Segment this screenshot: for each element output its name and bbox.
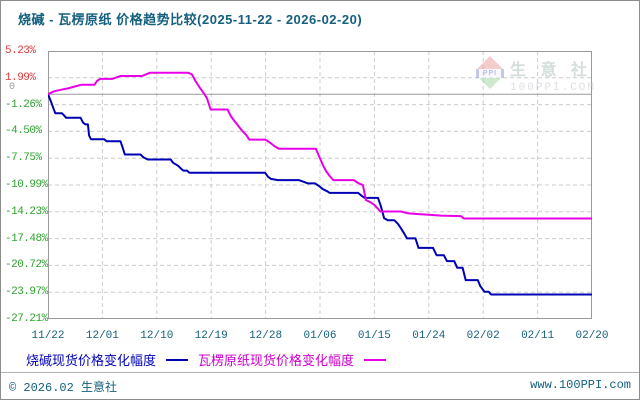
- y-axis-tick-label: -1.26%: [5, 98, 42, 111]
- chart-title: 烧碱 - 瓦楞原纸 价格趋势比较(2025-11-22 - 2026-02-20…: [18, 12, 363, 27]
- y-axis-tick-label: 5.23%: [5, 45, 36, 57]
- y-axis-tick-label: -10.99%: [5, 179, 48, 191]
- x-axis-tick-label: 12/28: [249, 330, 283, 342]
- legend-label-corrugated-paper: 瓦楞原纸现货价格变化幅度: [198, 353, 355, 368]
- series-line-corrugated-paper: [48, 71, 592, 220]
- y-axis-tick-label: -23.97%: [5, 286, 48, 299]
- y-axis-tick-label: -4.50%: [5, 125, 42, 138]
- x-axis-tick-label: 01/06: [303, 330, 337, 342]
- legend-line-sample: [364, 358, 387, 361]
- series-line-caustic-soda: [48, 93, 592, 296]
- y-axis-tick-label: -7.75%: [5, 152, 42, 165]
- x-axis-tick-label: 01/15: [357, 330, 391, 342]
- footer-bar: © 2026.02 生意社 www.100PPI.com: [1, 372, 639, 399]
- x-axis-tick-label: 01/24: [412, 330, 446, 342]
- y-axis-tick-label: 1.99%: [5, 71, 36, 84]
- x-axis-tick-label: 12/10: [140, 330, 174, 342]
- x-axis-tick-label: 02/02: [466, 330, 500, 342]
- legend: 烧碱现货价格变化幅度 瓦楞原纸现货价格变化幅度: [26, 350, 387, 369]
- plot-area: PPI 生 意 社 100PPI.COM: [48, 51, 594, 319]
- legend-line-sample: [166, 358, 189, 361]
- x-axis-tick-label: 12/01: [85, 330, 119, 342]
- y-axis-tick-label: -14.23%: [5, 205, 48, 218]
- site-url-text: www.100PPI.com: [530, 378, 631, 392]
- plot-border: [48, 51, 592, 319]
- x-axis-tick-label: 11/22: [31, 330, 65, 342]
- y-axis-tick-label: -17.48%: [5, 232, 48, 245]
- y-axis-tick-label: -27.21%: [5, 313, 48, 325]
- x-axis-tick-label: 12/19: [194, 330, 228, 342]
- legend-label-caustic-soda: 烧碱现货价格变化幅度: [26, 353, 157, 368]
- x-axis-tick-label: 02/20: [575, 330, 609, 342]
- copyright-text: © 2026.02 生意社: [9, 381, 118, 395]
- y-axis-tick-label: -20.72%: [5, 259, 48, 272]
- y-axis-tick-label: 0: [9, 82, 15, 94]
- x-axis-tick-label: 02/11: [521, 330, 555, 342]
- chart-canvas: [48, 51, 592, 319]
